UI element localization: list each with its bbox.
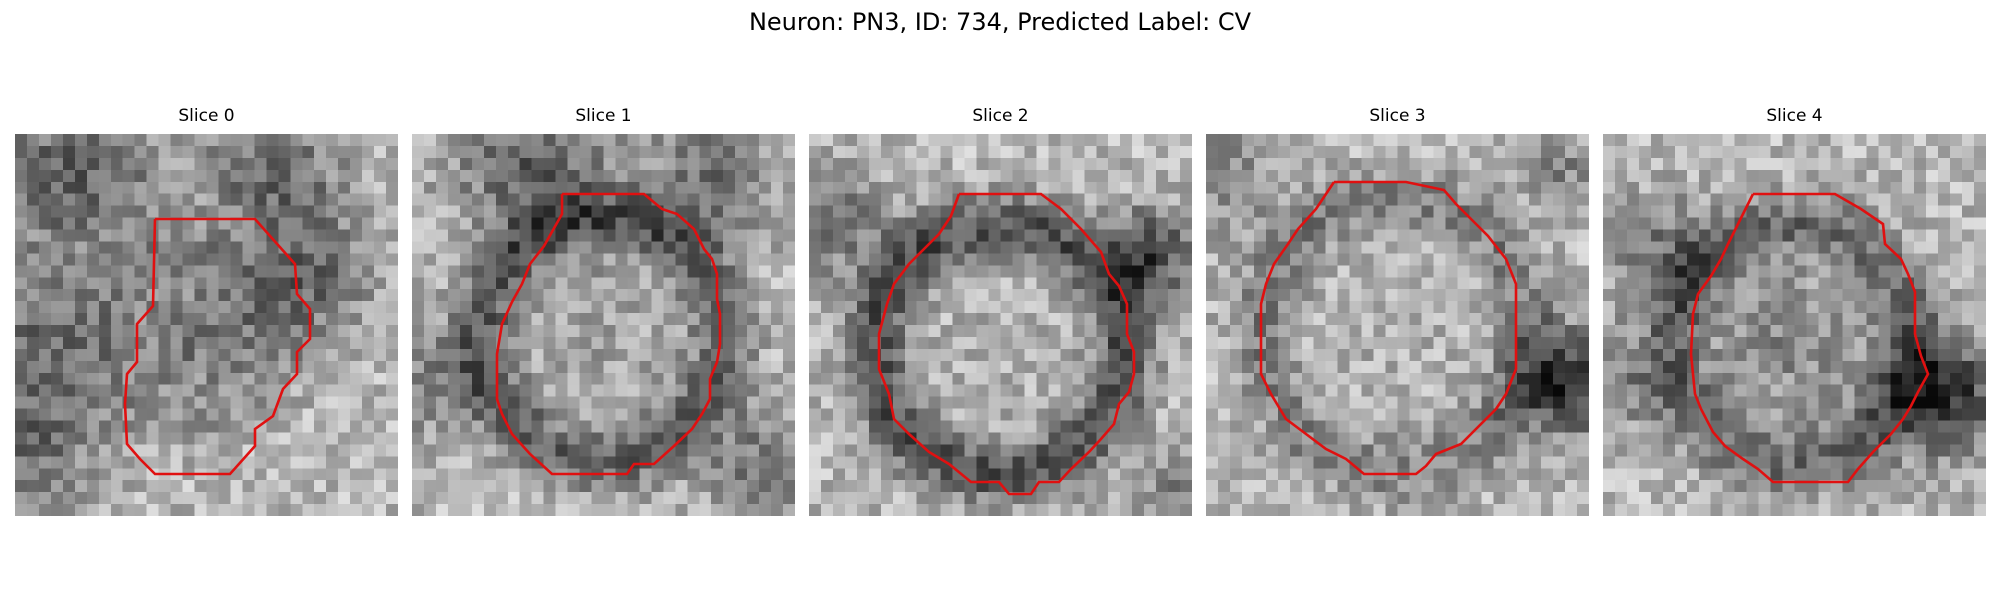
pixel-grid-3 xyxy=(1206,134,1589,516)
slice-image-svg-1 xyxy=(412,134,795,516)
slice-image-2 xyxy=(809,134,1192,516)
slice-title-2: Slice 2 xyxy=(972,106,1029,126)
slice-image-svg-0 xyxy=(15,134,398,516)
slice-title-3: Slice 3 xyxy=(1369,106,1426,126)
pixel-grid-1 xyxy=(412,134,795,516)
pixel-grid-4 xyxy=(1603,134,1986,516)
slice-image-svg-2 xyxy=(809,134,1192,516)
pixel-grid-0 xyxy=(15,134,398,516)
segmentation-contour-4 xyxy=(1689,192,1930,484)
slice-title-4: Slice 4 xyxy=(1766,106,1823,126)
slice-title-1: Slice 1 xyxy=(575,106,632,126)
slice-image-1 xyxy=(412,134,795,516)
slice-image-3 xyxy=(1206,134,1589,516)
figure-title: Neuron: PN3, ID: 734, Predicted Label: C… xyxy=(748,8,1252,36)
segmentation-contour-3 xyxy=(1259,180,1518,476)
slice-image-4 xyxy=(1603,134,1986,516)
slice-image-svg-3 xyxy=(1206,134,1589,516)
slice-image-0 xyxy=(15,134,398,516)
pixel-grid-2 xyxy=(809,134,1192,516)
segmentation-contour-1 xyxy=(495,192,722,476)
segmentation-contour-2 xyxy=(877,192,1136,496)
segmentation-contour-0 xyxy=(123,217,312,476)
slice-image-svg-4 xyxy=(1603,134,1986,516)
slice-title-0: Slice 0 xyxy=(178,106,235,126)
